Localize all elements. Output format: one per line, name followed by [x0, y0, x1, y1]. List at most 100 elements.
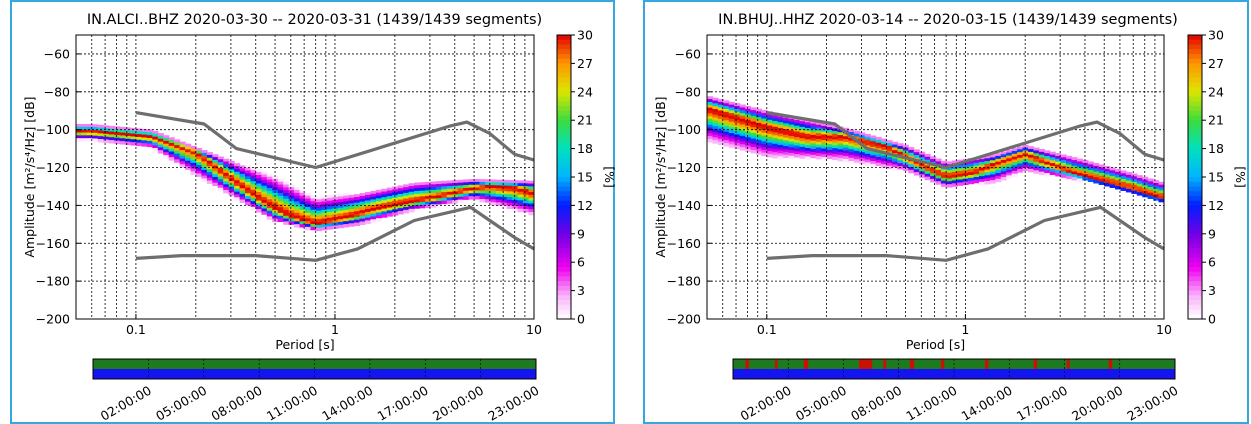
- pdf-cell: [430, 204, 437, 208]
- pdf-cell: [81, 129, 88, 134]
- pdf-cell: [174, 156, 181, 160]
- pdf-cell: [157, 135, 164, 140]
- nhnm-model-line: [135, 111, 535, 170]
- pdf-cell: [750, 127, 757, 131]
- pdf-cell: [908, 149, 915, 154]
- pdf-cell: [294, 212, 301, 217]
- pdf-cell: [794, 154, 801, 158]
- pdf-cell: [794, 145, 801, 150]
- pdf-cell: [766, 128, 773, 132]
- pdf-cell: [103, 131, 110, 135]
- pdf-cell: [305, 209, 312, 214]
- colorbar-band: [1188, 262, 1202, 268]
- pdf-cell: [430, 192, 437, 197]
- pdf-cell: [1060, 157, 1067, 161]
- pdf-cell: [1044, 164, 1051, 168]
- pdf-cell: [772, 115, 779, 119]
- colorbar-tick-label: 3: [577, 283, 585, 298]
- pdf-cell: [968, 163, 975, 168]
- pdf-cell: [441, 197, 448, 202]
- pdf-cell: [788, 155, 795, 160]
- pdf-cell: [761, 124, 768, 128]
- pdf-cell: [283, 210, 290, 214]
- pdf-cell: [419, 190, 426, 195]
- pdf-cell: [761, 144, 768, 148]
- pdf-cell: [234, 194, 241, 198]
- pdf-cell: [223, 161, 230, 165]
- pdf-cell: [283, 215, 290, 220]
- pdf-cell: [804, 133, 811, 138]
- pdf-cell: [206, 172, 213, 176]
- pdf-cell: [506, 197, 513, 201]
- pdf-cell: [739, 113, 746, 117]
- pdf-cell: [717, 133, 724, 137]
- pdf-cell: [288, 201, 295, 205]
- pdf-cell: [979, 164, 986, 169]
- pdf-cell: [419, 193, 426, 197]
- pdf-cell: [957, 182, 964, 186]
- pdf-cell: [266, 193, 273, 198]
- colorbar-band: [557, 252, 571, 258]
- pdf-cell: [299, 207, 306, 211]
- pdf-cell: [723, 108, 730, 113]
- pdf-cell: [223, 167, 230, 171]
- pdf-cell: [984, 175, 991, 179]
- pdf-cell: [843, 150, 850, 154]
- colorbar-band: [1188, 35, 1202, 41]
- pdf-cell: [523, 186, 530, 190]
- timeline-tick-label: 23:00:00: [1124, 383, 1180, 424]
- pdf-cell: [1044, 153, 1051, 157]
- pdf-cell: [1044, 167, 1051, 171]
- pdf-cell: [414, 188, 421, 192]
- pdf-cell: [794, 131, 801, 135]
- timeline-tick-label: 17:00:00: [375, 383, 431, 424]
- pdf-cell: [174, 145, 181, 149]
- pdf-cell: [783, 154, 790, 159]
- pdf-cell: [348, 220, 355, 224]
- pdf-cell: [217, 156, 224, 160]
- pdf-cell: [119, 138, 126, 142]
- pdf-cell: [1038, 157, 1045, 161]
- pdf-cell: [97, 136, 104, 140]
- pdf-cell: [853, 130, 860, 135]
- colorbar-band: [1188, 134, 1202, 140]
- pdf-cell: [321, 221, 328, 225]
- timeline-tick-label: 02:00:00: [738, 383, 794, 424]
- pdf-cell: [255, 206, 262, 210]
- colorbar-band: [557, 139, 571, 145]
- pdf-cell: [228, 183, 235, 188]
- pdf-cell: [250, 195, 257, 199]
- colorbar-band: [1188, 96, 1202, 102]
- pdf-cell: [804, 145, 811, 149]
- pdf-cell: [354, 194, 361, 198]
- pdf-cell: [495, 199, 502, 203]
- pdf-cell: [310, 212, 317, 217]
- pdf-cell: [739, 124, 746, 128]
- pdf-cell: [490, 182, 497, 186]
- pdf-cell: [277, 193, 284, 197]
- x-tick-label: 10: [1156, 322, 1172, 337]
- pdf-cell: [707, 136, 714, 140]
- pdf-cell: [1131, 179, 1138, 183]
- pdf-cell: [897, 146, 904, 150]
- pdf-cell: [815, 130, 822, 134]
- pdf-cell: [326, 220, 333, 224]
- colorbar-band: [557, 49, 571, 55]
- pdf-cell: [761, 112, 768, 117]
- colorbar-band: [1188, 238, 1202, 244]
- pdf-cell: [843, 153, 850, 157]
- pdf-cell: [788, 152, 795, 157]
- pdf-cell: [745, 142, 752, 147]
- pdf-cell: [745, 114, 752, 118]
- pdf-cell: [1093, 177, 1100, 181]
- pdf-cell: [1017, 154, 1024, 159]
- pdf-cell: [403, 207, 410, 211]
- pdf-cell: [386, 190, 393, 194]
- pdf-cell: [723, 137, 730, 141]
- pdf-cell: [935, 175, 942, 179]
- pdf-cell: [343, 201, 350, 205]
- pdf-cell: [837, 143, 844, 148]
- pdf-cell: [185, 166, 192, 170]
- pdf-cell: [1082, 174, 1089, 178]
- pdf-cell: [163, 140, 170, 145]
